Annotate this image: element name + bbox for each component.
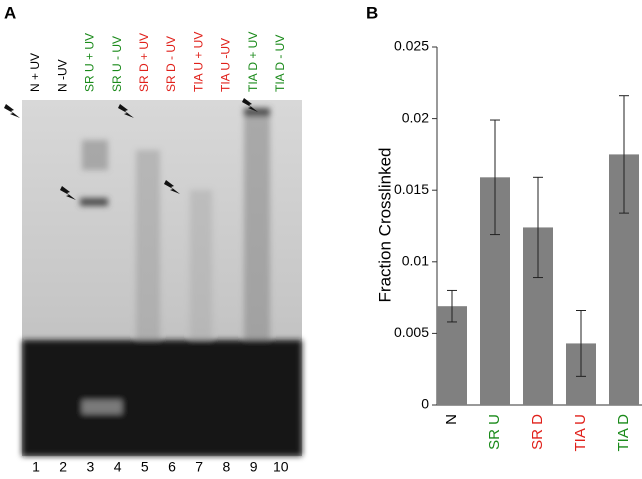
x-tick-label: TIA D	[615, 414, 632, 452]
lane-label: TIA U + UV	[191, 32, 205, 92]
lane-number: 10	[273, 459, 289, 475]
lane-label: SR U + UV	[83, 33, 97, 92]
x-tick-label: TIA U	[572, 414, 589, 452]
lane-label: TIA D + UV	[246, 32, 260, 92]
bar	[437, 306, 467, 405]
y-tick-label: 0.005	[394, 324, 429, 340]
gel-image	[4, 98, 302, 456]
x-tick-label: N	[443, 414, 460, 425]
y-tick-label: 0.01	[402, 253, 429, 269]
lane-number: 1	[32, 459, 40, 475]
lane-number: 2	[59, 459, 67, 475]
lane-label: TIA D - UV	[273, 35, 287, 92]
lane-number: 6	[168, 459, 176, 475]
lane-number: 9	[250, 459, 258, 475]
x-tick-label: SR U	[486, 414, 503, 450]
lane-number: 3	[87, 459, 95, 475]
lane-label: SR D - UV	[164, 36, 178, 92]
lane-label: N -UV	[55, 59, 69, 92]
lane-number: 7	[195, 459, 203, 475]
panel-label: B	[366, 3, 378, 22]
lane-label: SR D + UV	[137, 33, 151, 92]
y-tick-label: 0	[421, 396, 429, 412]
panel-label: A	[4, 3, 16, 22]
y-tick-label: 0.025	[394, 38, 429, 54]
lane-label: N + UV	[28, 53, 42, 92]
x-tick-label: SR D	[529, 414, 546, 450]
y-tick-label: 0.02	[402, 109, 429, 125]
y-tick-label: 0.015	[394, 181, 429, 197]
lane-number: 4	[114, 459, 122, 475]
lane-label: TIA U -UV	[219, 38, 233, 92]
lane-number: 5	[141, 459, 149, 475]
lane-label: SR U - UV	[110, 36, 124, 92]
lane-number: 8	[223, 459, 231, 475]
y-axis-label: Fraction Crosslinked	[375, 148, 394, 303]
